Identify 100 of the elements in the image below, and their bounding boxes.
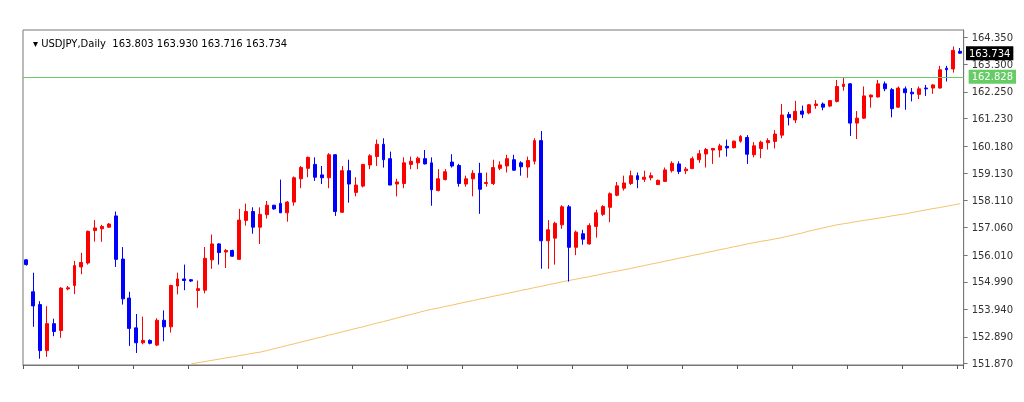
candlestick — [869, 93, 873, 109]
candlestick — [945, 65, 948, 83]
candlestick — [100, 224, 104, 243]
candlestick — [629, 170, 633, 186]
y-tick-label: 157.060 — [971, 222, 1014, 234]
candlestick — [519, 160, 523, 177]
candlestick — [931, 83, 935, 95]
candlestick — [430, 156, 433, 207]
candlestick — [31, 272, 35, 328]
candlestick — [560, 204, 564, 230]
candlestick — [951, 45, 955, 74]
candlestick — [848, 82, 852, 137]
candlestick — [265, 200, 269, 220]
candlestick — [230, 249, 234, 258]
candlestick — [306, 156, 310, 178]
candlestick — [773, 129, 777, 149]
text: ▾ USDJPY,Daily 163.803 163.930 163.716 163.734 — [33, 37, 288, 49]
candlestick — [842, 77, 845, 92]
candlestick — [821, 101, 825, 111]
candlestick — [553, 221, 557, 266]
candlestick — [354, 176, 358, 197]
candlestick — [450, 153, 454, 169]
candlestick — [182, 264, 186, 291]
candlestick — [416, 156, 420, 170]
candlestick — [615, 181, 619, 197]
candlestick — [896, 85, 900, 109]
candlestick — [189, 278, 193, 283]
candlestick — [958, 47, 962, 55]
candlestick — [876, 79, 880, 98]
candlestick — [711, 147, 715, 165]
candlestick — [766, 137, 770, 151]
candlestick — [148, 338, 152, 345]
candlestick — [388, 151, 392, 186]
candlestick — [704, 147, 708, 169]
candlestick — [663, 167, 667, 183]
candlestick — [684, 166, 688, 175]
candlestick — [498, 160, 502, 171]
candlestick — [793, 100, 797, 124]
candlestick — [512, 154, 516, 172]
candlestick — [196, 280, 200, 309]
ref-line-label: 162.828 — [971, 71, 1014, 83]
candlestick — [436, 168, 440, 192]
candlestick — [93, 219, 97, 243]
candlestick — [910, 87, 914, 102]
candlestick — [443, 168, 447, 181]
candlestick — [745, 134, 749, 165]
candlestick — [73, 260, 76, 295]
candlestick — [340, 165, 344, 214]
candlestick — [807, 103, 811, 115]
y-tick-label: 164.350 — [971, 31, 1014, 43]
candlestick — [169, 284, 173, 334]
candlestick — [622, 175, 626, 192]
candlestick — [24, 258, 28, 267]
candlestick — [114, 210, 118, 268]
candlestick — [677, 160, 681, 175]
text: 163.734 — [969, 47, 1011, 59]
line-series — [190, 203, 961, 365]
candlestick — [718, 143, 722, 158]
candlestick — [155, 317, 159, 347]
candlestick — [224, 248, 228, 269]
candlestick — [279, 179, 282, 214]
candlestick — [642, 170, 646, 183]
candlestick — [697, 149, 701, 164]
candlestick — [210, 234, 214, 270]
candlestick — [855, 110, 859, 140]
candlestick — [107, 222, 111, 229]
candlestick — [141, 316, 145, 345]
candlestick — [217, 242, 221, 266]
candlestick — [285, 200, 289, 223]
candlestick — [375, 139, 379, 167]
candlestick — [382, 137, 385, 169]
y-tick-label: 162.250 — [971, 86, 1014, 98]
candlestick — [526, 156, 530, 179]
candlestick — [244, 203, 248, 227]
candlestick — [546, 219, 550, 270]
candlestick — [539, 130, 543, 270]
candlestick — [732, 140, 736, 149]
candlestick — [45, 305, 49, 358]
candlestick — [457, 163, 461, 188]
candlestick — [938, 65, 942, 90]
candlestick — [423, 149, 427, 165]
candlestick — [471, 169, 475, 197]
candlestick — [176, 272, 179, 295]
candlestick — [251, 206, 255, 235]
candlestick — [890, 87, 894, 118]
candlestick — [134, 313, 138, 354]
candlestick — [203, 246, 207, 294]
candlestick — [828, 99, 832, 108]
candlestick — [814, 99, 818, 110]
candlestick — [59, 286, 63, 339]
candlestick — [320, 165, 324, 185]
y-tick-label: 160.180 — [971, 140, 1014, 152]
y-tick-label: 151.870 — [971, 357, 1014, 369]
candlestick — [484, 172, 488, 188]
candlestick — [636, 172, 639, 189]
candlestick — [409, 156, 413, 170]
candlestick — [505, 154, 509, 174]
candlestick — [917, 85, 921, 100]
y-tick-label: 159.130 — [971, 168, 1014, 180]
y-tick-label: 154.990 — [971, 276, 1014, 288]
